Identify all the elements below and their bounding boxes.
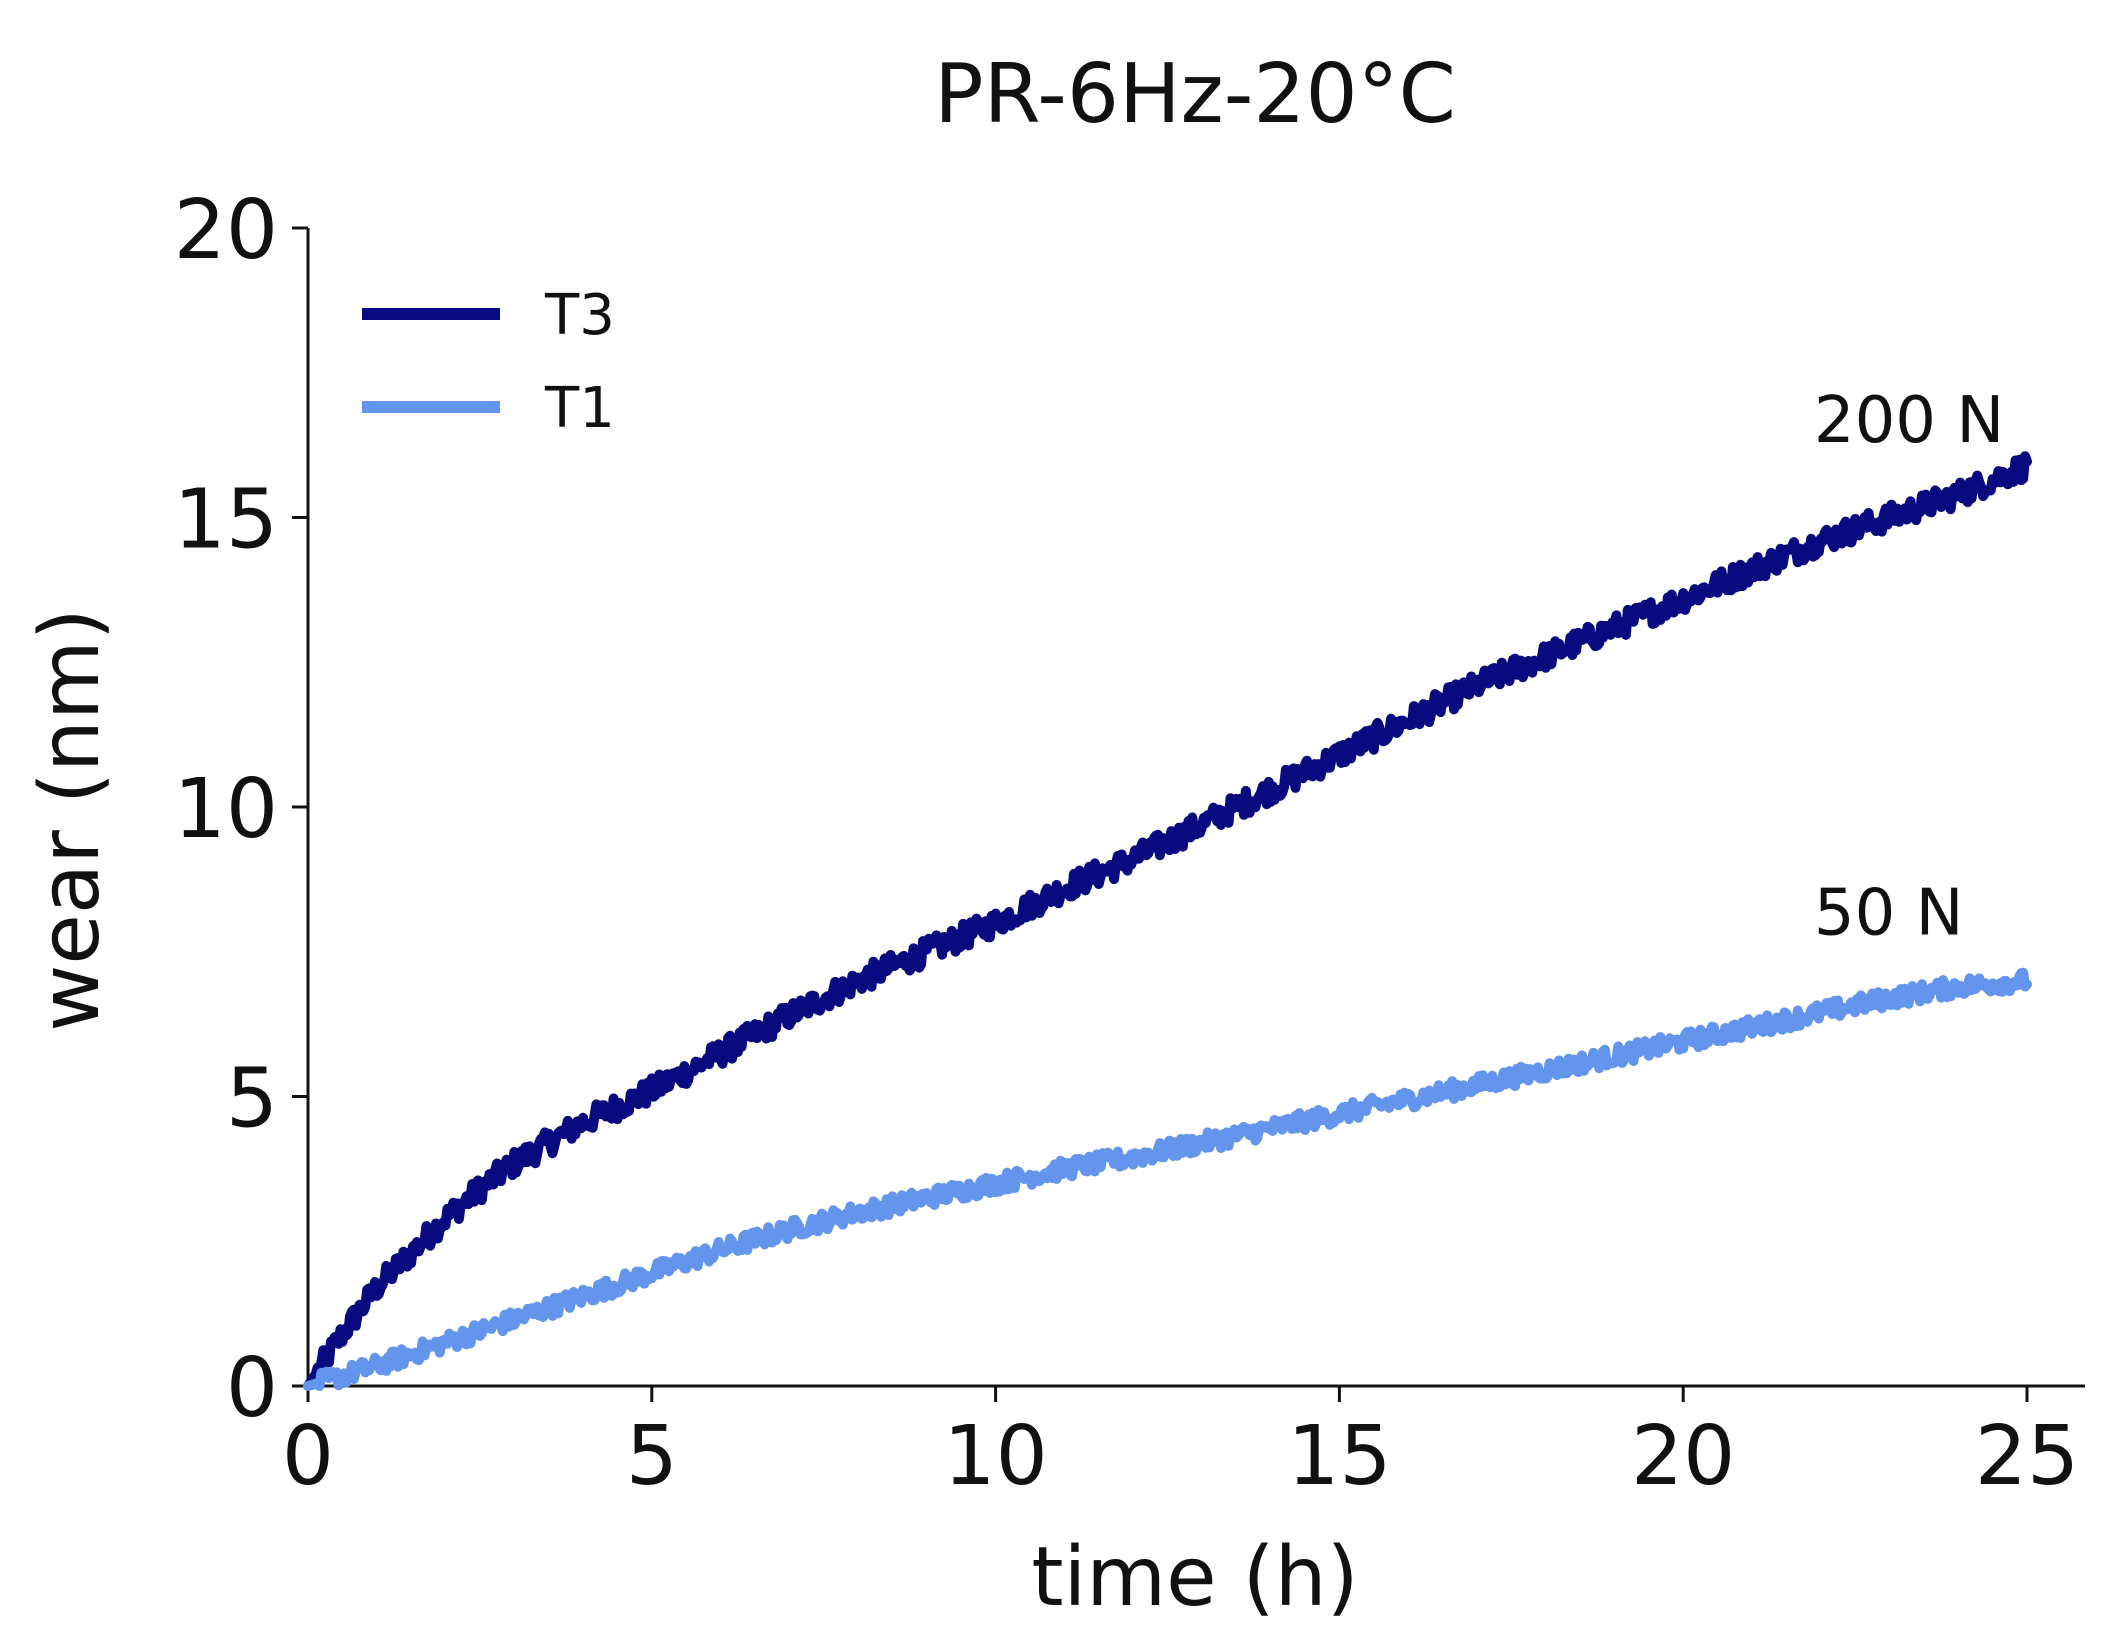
y-tick-label: 15 [174, 473, 278, 568]
y-tick-label: 10 [174, 762, 278, 857]
chart-title: PR-6Hz-20°C [934, 47, 1456, 142]
x-tick-label: 15 [1287, 1409, 1391, 1504]
load-annotation: 200 N [1814, 384, 2004, 458]
y-tick-label: 0 [226, 1341, 278, 1436]
x-tick-label: 25 [1975, 1409, 2079, 1504]
x-tick-label: 20 [1631, 1409, 1735, 1504]
x-tick-label: 10 [943, 1409, 1047, 1504]
series-line-t3 [303, 451, 2032, 1391]
series-line-t1 [303, 967, 2032, 1391]
x-tick-label: 5 [626, 1409, 678, 1504]
legend-label-t1: T1 [544, 376, 615, 441]
x-tick-label: 0 [282, 1409, 334, 1504]
load-annotation: 50 N [1814, 876, 1964, 950]
legend-label-t3: T3 [544, 283, 615, 348]
x-axis-label: time (h) [1031, 1530, 1358, 1625]
series-layer [303, 451, 2032, 1391]
y-tick-label: 20 [174, 183, 278, 278]
ticks: 0 5 10 15 20 25 0 5 10 15 20 [174, 183, 2080, 1504]
annotations: 200 N 50 N [1814, 384, 2004, 950]
y-axis-label: wear (nm) [23, 608, 118, 1031]
y-tick-label: 5 [226, 1052, 278, 1147]
